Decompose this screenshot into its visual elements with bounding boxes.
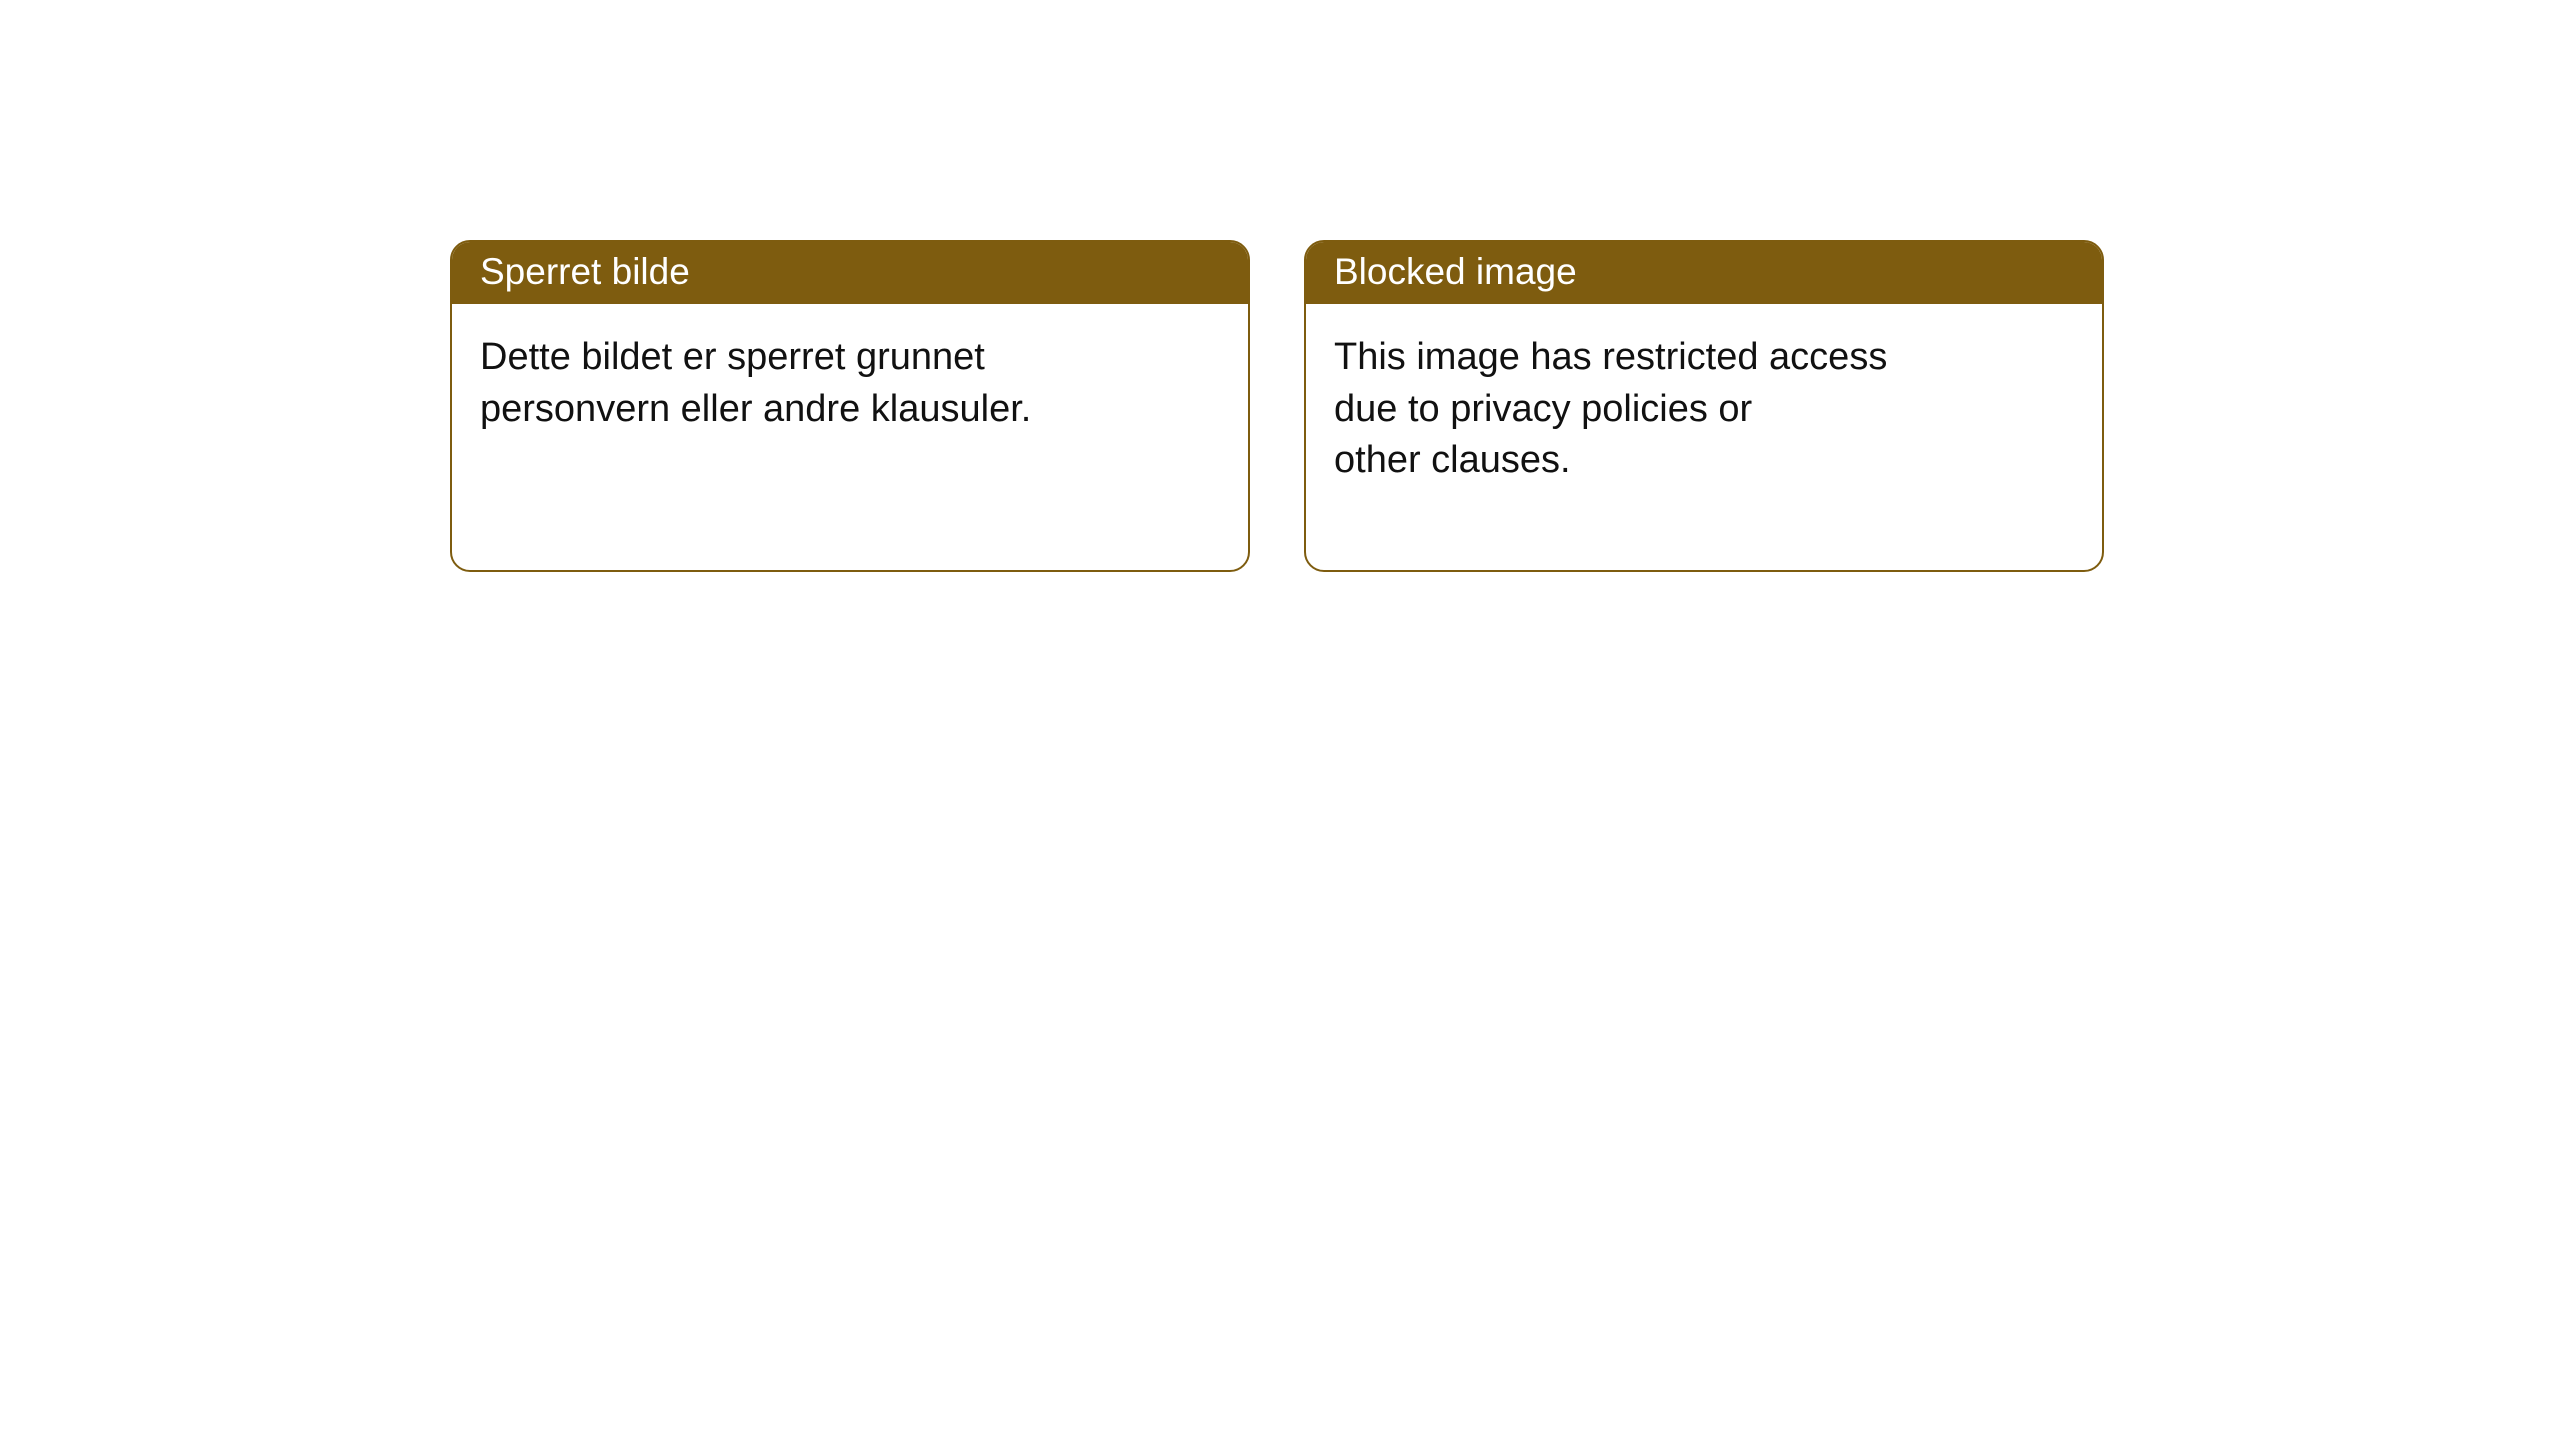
notice-card-english: Blocked image This image has restricted … bbox=[1304, 240, 2104, 572]
notice-title-english: Blocked image bbox=[1306, 242, 2102, 304]
notice-title-norwegian: Sperret bilde bbox=[452, 242, 1248, 304]
notice-body-norwegian: Dette bildet er sperret grunnet personve… bbox=[452, 304, 1248, 435]
notice-card-norwegian: Sperret bilde Dette bildet er sperret gr… bbox=[450, 240, 1250, 572]
notice-container: Sperret bilde Dette bildet er sperret gr… bbox=[0, 0, 2560, 572]
notice-body-english: This image has restricted access due to … bbox=[1306, 304, 2102, 486]
